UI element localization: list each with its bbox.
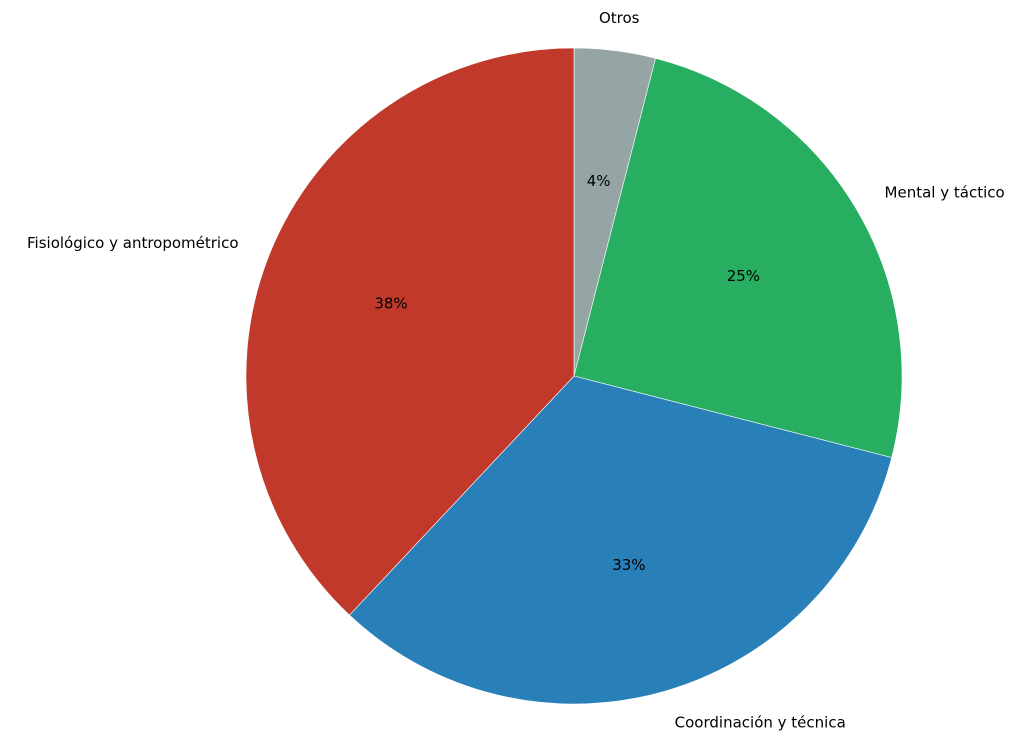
slice-label-coordinacion-y-tecnica: Coordinación y técnica [675, 713, 846, 731]
slice-label-fisiologico-y-antropometrico: Fisiológico y antropométrico [27, 234, 239, 252]
slice-labels: Otros Mental y táctico Coordinación y técn… [27, 9, 1005, 731]
pie-slices [245, 47, 903, 705]
percent-label-fisiologico-y-antropometrico: 38% [374, 295, 407, 313]
percent-label-coordinacion-y-tecnica: 33% [612, 556, 645, 574]
slice-label-otros: Otros [599, 9, 640, 27]
percent-label-mental-y-tactico: 25% [727, 267, 760, 285]
pie-slice-mental-y-tactico [573, 57, 903, 458]
percent-label-otros: 4% [587, 172, 611, 190]
percent-labels: 4% 25% 33% 38% [374, 172, 760, 574]
slice-label-mental-y-tactico: Mental y táctico [885, 183, 1005, 201]
pie-slice-fisiologico-y-antropometrico [245, 47, 575, 616]
pie-slice-coordinacion-y-tecnica [349, 375, 893, 705]
